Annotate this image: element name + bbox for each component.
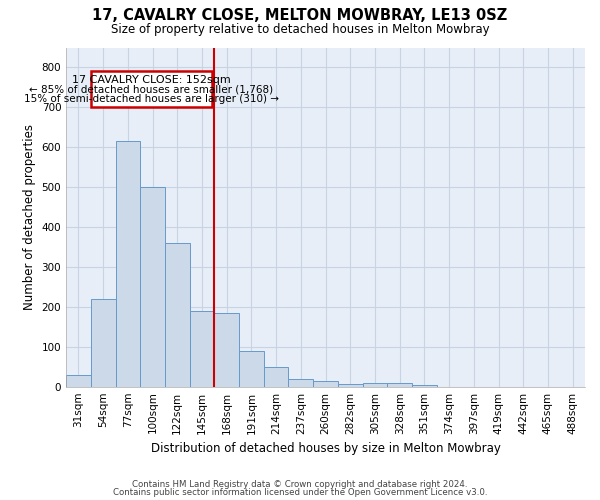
Bar: [412, 384, 437, 386]
Text: ← 85% of detached houses are smaller (1,768): ← 85% of detached houses are smaller (1,…: [29, 84, 274, 94]
Y-axis label: Number of detached properties: Number of detached properties: [23, 124, 36, 310]
Text: 15% of semi-detached houses are larger (310) →: 15% of semi-detached houses are larger (…: [24, 94, 279, 104]
Text: Contains HM Land Registry data © Crown copyright and database right 2024.: Contains HM Land Registry data © Crown c…: [132, 480, 468, 489]
Bar: [362, 384, 388, 386]
Bar: [91, 299, 116, 386]
Text: Contains public sector information licensed under the Open Government Licence v3: Contains public sector information licen…: [113, 488, 487, 497]
Text: Size of property relative to detached houses in Melton Mowbray: Size of property relative to detached ho…: [110, 22, 490, 36]
Text: 17 CAVALRY CLOSE: 152sqm: 17 CAVALRY CLOSE: 152sqm: [72, 75, 231, 85]
Bar: [338, 384, 362, 386]
Bar: [214, 313, 239, 386]
Bar: [165, 243, 190, 386]
Bar: [388, 384, 412, 386]
Bar: [239, 351, 264, 386]
Bar: [313, 382, 338, 386]
Bar: [190, 311, 214, 386]
Bar: [66, 374, 91, 386]
X-axis label: Distribution of detached houses by size in Melton Mowbray: Distribution of detached houses by size …: [151, 442, 500, 455]
Bar: [289, 378, 313, 386]
FancyBboxPatch shape: [91, 72, 212, 108]
Text: 17, CAVALRY CLOSE, MELTON MOWBRAY, LE13 0SZ: 17, CAVALRY CLOSE, MELTON MOWBRAY, LE13 …: [92, 8, 508, 22]
Bar: [140, 187, 165, 386]
Bar: [116, 142, 140, 386]
Bar: [264, 366, 289, 386]
